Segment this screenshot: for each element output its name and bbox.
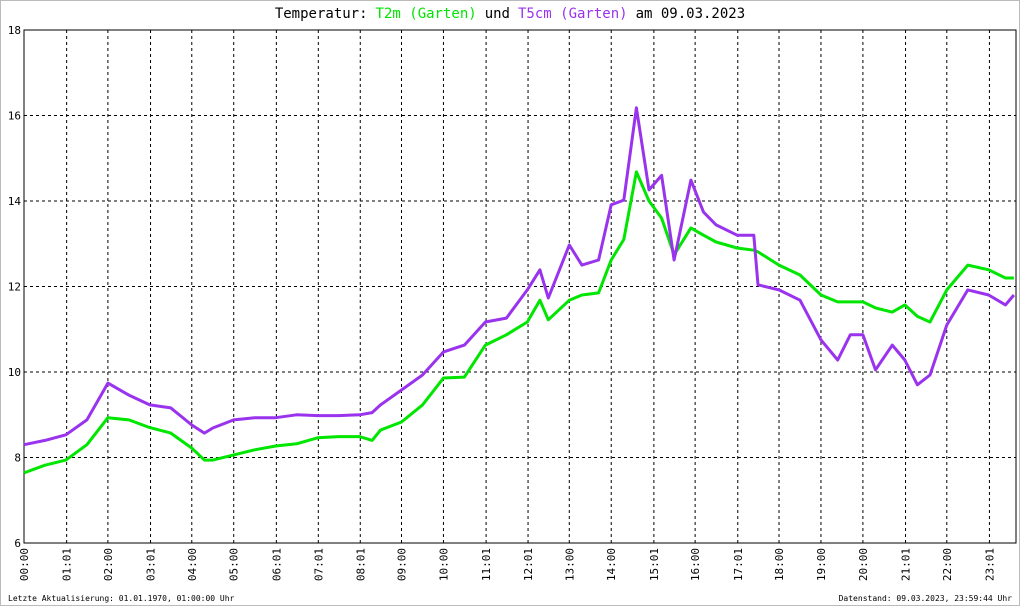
y-tick-label: 12 — [8, 281, 21, 294]
x-tick-label: 11:01 — [480, 548, 493, 581]
series-line — [23, 170, 1014, 475]
title-prefix: Temperatur: — [275, 6, 368, 22]
x-tick-label: 01:01 — [61, 548, 74, 581]
x-tick-label: 22:00 — [941, 548, 954, 581]
x-tick-label: 07:01 — [312, 548, 325, 581]
y-tick-label: 16 — [8, 110, 21, 123]
x-tick-label: 13:00 — [563, 548, 576, 581]
x-tick-label: 21:01 — [900, 548, 913, 581]
footer-left: Letzte Aktualisierung: 01.01.1970, 01:00… — [8, 594, 235, 603]
x-tick-label: 02:00 — [102, 548, 115, 581]
x-tick-label: 04:00 — [186, 548, 199, 581]
y-tick-label: 8 — [14, 452, 21, 465]
plot-border — [23, 29, 1017, 544]
x-tick-label: 10:00 — [437, 548, 450, 581]
x-tick-label: 18:00 — [773, 548, 786, 581]
x-tick-label: 15:01 — [648, 548, 661, 581]
y-tick-label: 10 — [8, 366, 21, 379]
x-tick-label: 09:00 — [396, 548, 409, 581]
title-date: am 09.03.2023 — [636, 6, 746, 22]
footer-right: Datenstand: 09.03.2023, 23:59:44 Uhr — [839, 594, 1013, 603]
x-tick-label: 00:00 — [18, 548, 31, 581]
x-tick-label: 08:01 — [354, 548, 367, 581]
y-tick-label: 6 — [14, 537, 21, 550]
series-line — [23, 106, 1016, 447]
x-tick-label: 14:00 — [605, 548, 618, 581]
x-tick-label: 12:01 — [522, 548, 535, 581]
y-tick-label: 14 — [8, 195, 22, 208]
x-tick-label: 19:00 — [815, 548, 828, 581]
x-tick-label: 06:01 — [270, 548, 283, 581]
y-tick-label: 18 — [8, 24, 21, 37]
title-series: T2m (Garten) — [376, 6, 477, 22]
x-tick-label: 17:01 — [732, 548, 745, 581]
x-tick-label: 05:00 — [228, 548, 241, 581]
title-join: und — [485, 6, 510, 22]
x-tick-label: 16:00 — [689, 548, 702, 581]
title-series: T5cm (Garten) — [518, 6, 628, 22]
x-tick-label: 03:01 — [145, 548, 158, 581]
chart-title: Temperatur: T2m (Garten) und T5cm (Garten) a… — [275, 6, 745, 22]
x-tick-label: 23:01 — [983, 548, 996, 581]
x-tick-label: 20:00 — [857, 548, 870, 581]
